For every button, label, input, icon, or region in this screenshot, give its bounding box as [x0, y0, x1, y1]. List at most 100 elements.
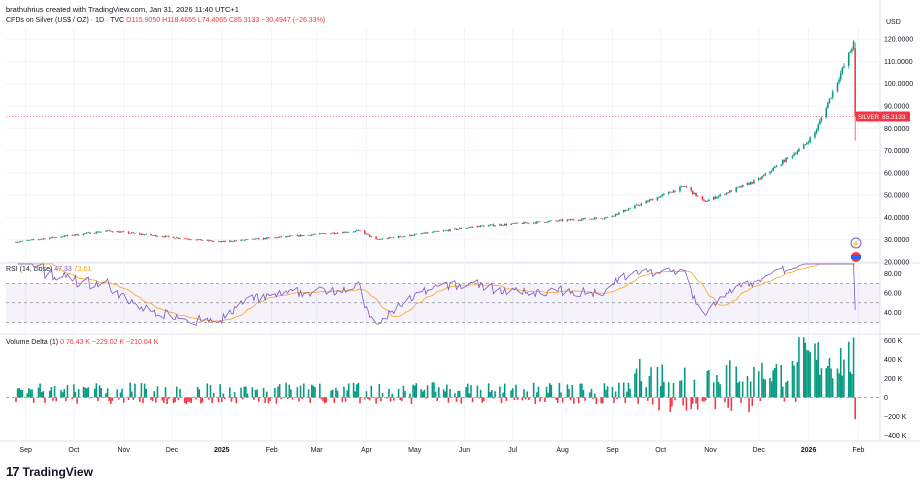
candle [364, 230, 366, 235]
volume-delta-bar [748, 397, 750, 413]
candle [782, 159, 784, 165]
candle [65, 235, 67, 237]
candle [155, 234, 157, 237]
symbol-name[interactable]: CFDs on Silver (US$ / OZ) · 1D · TVC [6, 17, 125, 24]
volume-delta-bar [651, 397, 654, 405]
volume-delta-bar [209, 385, 212, 398]
candle [827, 102, 829, 109]
candle [693, 192, 696, 195]
volume-delta-bar [637, 397, 639, 404]
volume-delta-bar [622, 382, 625, 398]
candle [106, 230, 109, 231]
candle [470, 226, 472, 228]
candle [671, 192, 673, 194]
candle [410, 234, 413, 236]
volume-delta-bar [42, 390, 45, 398]
candle [491, 224, 493, 226]
volume-delta-bar [410, 397, 413, 404]
time-tick-label: Oct [68, 447, 79, 454]
volume-delta-bar [791, 360, 794, 398]
candle [44, 238, 46, 240]
candle [841, 67, 844, 74]
candle [230, 240, 233, 242]
volume-delta-bar [323, 397, 326, 404]
candle [436, 231, 438, 232]
candle [111, 231, 114, 233]
candle [651, 199, 654, 201]
candle [769, 171, 771, 174]
candle [311, 234, 313, 236]
candle [798, 148, 800, 152]
candle [494, 225, 496, 227]
volume-delta-label[interactable]: Volume Delta (1) [6, 339, 59, 346]
candle [648, 199, 651, 202]
volume-delta-bar [380, 397, 382, 402]
candle [365, 233, 368, 235]
volume-delta-bar [635, 368, 638, 398]
candle [455, 228, 458, 230]
volume-delta-bar [851, 373, 853, 398]
candle [759, 178, 762, 179]
candle [29, 239, 32, 241]
candle [156, 236, 159, 237]
volume-delta-bar [483, 397, 485, 402]
vd-value-2: −229.02 K [92, 339, 125, 346]
candle [277, 237, 279, 238]
volume-delta-bar [536, 392, 538, 398]
volume-delta-bar [814, 343, 816, 398]
candle [786, 157, 789, 159]
volume-delta-bar [751, 397, 754, 406]
volume-delta-bar [556, 397, 559, 403]
volume-delta-bar [614, 391, 617, 398]
candle [246, 239, 249, 240]
price-tick-label: 50.0000 [884, 193, 909, 200]
volume-delta-bar [796, 361, 799, 398]
volume-delta-bar [331, 389, 334, 398]
candle [209, 240, 212, 242]
candle [727, 192, 729, 194]
volume-delta-bar [478, 397, 480, 399]
candle [431, 232, 434, 233]
candle [544, 222, 546, 223]
candle [716, 197, 718, 199]
candle [483, 225, 485, 227]
candle [274, 237, 276, 239]
volume-delta-bar [593, 393, 596, 398]
volume-delta-bar [537, 386, 540, 398]
volume-delta-bar [728, 360, 731, 398]
volume-delta-bar [471, 397, 474, 403]
candle [830, 97, 832, 99]
volume-delta-bar [174, 397, 176, 403]
candle [245, 239, 247, 240]
time-tick-label: 2025 [214, 447, 230, 454]
volume-delta-bar [381, 393, 384, 398]
candle [650, 199, 652, 200]
volume-delta-bar [420, 389, 422, 398]
volume-delta-bar [532, 382, 535, 398]
candle [510, 223, 512, 226]
volume-delta-bar [455, 397, 458, 402]
candle [556, 220, 559, 222]
candle [647, 200, 649, 202]
volume-delta-bar [566, 384, 569, 398]
candle [728, 190, 731, 193]
candle [84, 233, 86, 234]
candle [66, 234, 69, 236]
candle [269, 237, 271, 239]
volume-delta-bar [502, 392, 504, 398]
volume-delta-bar [76, 397, 78, 404]
volume-delta-bar [285, 382, 287, 398]
candle [196, 239, 199, 241]
volume-delta-bar [558, 382, 561, 398]
candle [354, 230, 356, 232]
candle [76, 234, 78, 236]
volume-delta-bar [468, 393, 471, 398]
volume-delta-bar [402, 385, 405, 398]
volume-delta-bar [831, 378, 834, 398]
candle [487, 225, 490, 227]
rsi-label[interactable]: RSI (14, close) [6, 266, 53, 273]
candle [426, 232, 429, 234]
volume-delta-bar [364, 397, 366, 400]
volume-delta-bar [696, 397, 699, 410]
